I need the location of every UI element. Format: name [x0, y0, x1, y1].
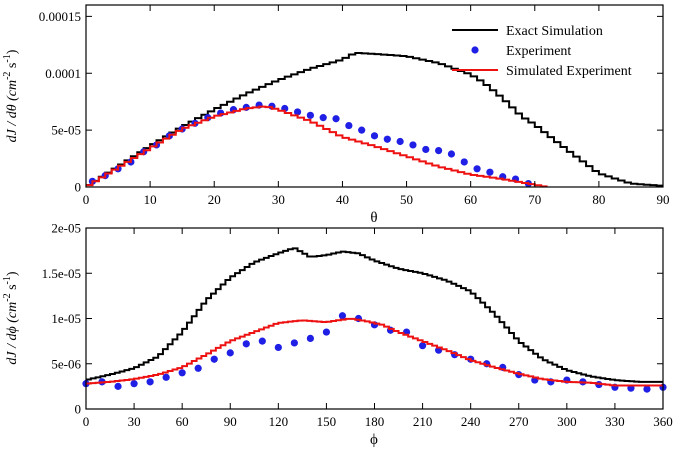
theta-experiment-point: [473, 165, 481, 173]
theta-ytick-label: 5e-05: [51, 123, 81, 138]
theta-experiment-point: [435, 147, 443, 155]
theta-ylabel-mid: s: [5, 63, 20, 72]
phi-ytick-label: 5e-06: [51, 356, 81, 371]
phi-experiment-point: [226, 349, 234, 357]
theta-ylabel-end: ): [5, 49, 20, 54]
phi-x-axis-title: ϕ: [370, 432, 378, 448]
theta-xtick-label: 50: [400, 192, 413, 207]
theta-simulated-experiment-line: [86, 105, 548, 188]
phi-experiment-point: [306, 334, 314, 343]
theta-xtick-label: 80: [592, 192, 605, 207]
phi-xtick-label: 180: [365, 414, 385, 429]
theta-ytick-label: 0.0001: [45, 66, 81, 81]
theta-experiment-point: [370, 132, 379, 140]
legend-exact-label: Exact Simulation: [506, 24, 603, 39]
phi-experiment-point: [322, 328, 331, 336]
theta-ytick-label: 0.00015: [39, 9, 81, 24]
phi-xtick-label: 300: [557, 414, 577, 429]
theta-experiment-point: [396, 137, 404, 146]
theta-experiment-point: [293, 108, 302, 116]
theta-x-axis-title: θ: [370, 210, 377, 226]
phi-experiment-point: [114, 382, 122, 390]
legend: Exact Simulation Experiment Simulated Ex…: [452, 24, 632, 79]
theta-xtick-label: 40: [336, 192, 349, 207]
theta-xtick-label: 10: [144, 192, 157, 207]
phi-xtick-label: 210: [413, 414, 433, 429]
phi-experiment-point: [290, 339, 298, 347]
phi-experiment-point: [146, 378, 154, 386]
theta-plot-frame: [85, 4, 664, 188]
phi-ytick-label: 1.5e-05: [42, 266, 81, 281]
phi-xtick-label: 60: [176, 414, 189, 429]
phi-xtick-label: 0: [83, 414, 90, 429]
theta-ytick-label: 0: [75, 180, 82, 195]
theta-ylabel-exp2: -1: [2, 54, 13, 62]
theta-experiment-point: [332, 115, 340, 123]
phi-experiment-point: [338, 312, 347, 320]
legend-experiment-swatch: [471, 46, 479, 54]
theta-xtick-label: 0: [83, 192, 90, 207]
phi-xtick-label: 30: [128, 414, 141, 429]
phi-ytick-label: 0: [75, 402, 82, 417]
phi-simulated-experiment-line: [86, 317, 663, 387]
phi-series-group: [82, 247, 667, 393]
phi-experiment-point: [643, 385, 651, 393]
phi-experiment-point: [210, 355, 218, 363]
phi-xtick-label: 90: [224, 414, 237, 429]
phi-experiment-point: [162, 373, 170, 381]
phi-xtick-label: 120: [269, 414, 289, 429]
phi-xtick-label: 150: [317, 414, 337, 429]
phi-ticks-group: 0 30 60 90 120 150 180 210 240 270 300 330 360 0 5e-06…: [42, 221, 673, 430]
theta-experiment-point: [358, 126, 366, 134]
theta-ylabel-exp1: -2: [2, 72, 13, 80]
theta-experiment-point: [409, 141, 417, 149]
phi-xtick-label: 270: [509, 414, 529, 429]
theta-experiment-point: [422, 145, 430, 154]
phi-experiment-point: [418, 342, 427, 350]
theta-xtick-label: 20: [208, 192, 221, 207]
phi-experiment-point: [242, 340, 250, 348]
theta-xtick-label: 60: [464, 192, 477, 207]
theta-xtick-label: 30: [272, 192, 285, 207]
theta-experiment-point: [383, 135, 391, 143]
legend-experiment-label: Experiment: [506, 44, 571, 59]
theta-ylabel-main: dJ / dθ (cm: [5, 80, 20, 142]
theta-experiment-point: [447, 150, 456, 158]
phi-experiment-point: [258, 337, 266, 345]
phi-xtick-label: 240: [461, 414, 481, 429]
theta-experiment-point: [306, 111, 314, 119]
phi-ylabel-end: ): [5, 271, 20, 276]
theta-xtick-label: 90: [657, 192, 670, 207]
phi-ytick-label: 2e-05: [51, 221, 81, 236]
phi-experiment-point: [274, 343, 282, 352]
theta-experiment-point: [345, 121, 353, 130]
phi-ylabel-main: dJ / dϕ (cm: [5, 302, 20, 365]
theta-panel: 0 10 20 30 40 50 60 70 80 90 0 5e-05 0.0001 0.00015 θ…: [2, 4, 670, 226]
phi-xtick-label: 360: [653, 414, 673, 429]
theta-experiment-point: [460, 158, 468, 166]
theta-ticks-group: 0 10 20 30 40 50 60 70 80 90 0 5e-05 0.0001 0.00015: [39, 5, 670, 207]
phi-xtick-label: 330: [605, 414, 625, 429]
phi-experiment-point: [194, 364, 202, 372]
phi-experiment-point: [178, 369, 186, 377]
theta-xtick-label: 70: [528, 192, 541, 207]
phi-ylabel-exp1: -2: [2, 293, 13, 301]
theta-series-group: [86, 51, 663, 188]
phi-panel: 0 30 60 90 120 150 180 210 240 270 300 330 360 0 5e-06…: [2, 221, 673, 449]
phi-ylabel-exp2: -1: [2, 276, 13, 284]
theta-experiment-point: [319, 114, 327, 122]
theta-y-axis-title: dJ / dθ (cm-2 s-1): [2, 49, 20, 142]
phi-ylabel-mid: s: [5, 284, 20, 293]
phi-y-axis-title: dJ / dϕ (cm-2 s-1): [2, 271, 20, 364]
phi-ytick-label: 1e-05: [51, 311, 81, 326]
phi-experiment-point: [130, 380, 138, 388]
legend-simulated-label: Simulated Experiment: [506, 64, 632, 79]
theta-experiment-point: [486, 168, 494, 176]
phi-exact-simulation-line: [86, 247, 663, 383]
